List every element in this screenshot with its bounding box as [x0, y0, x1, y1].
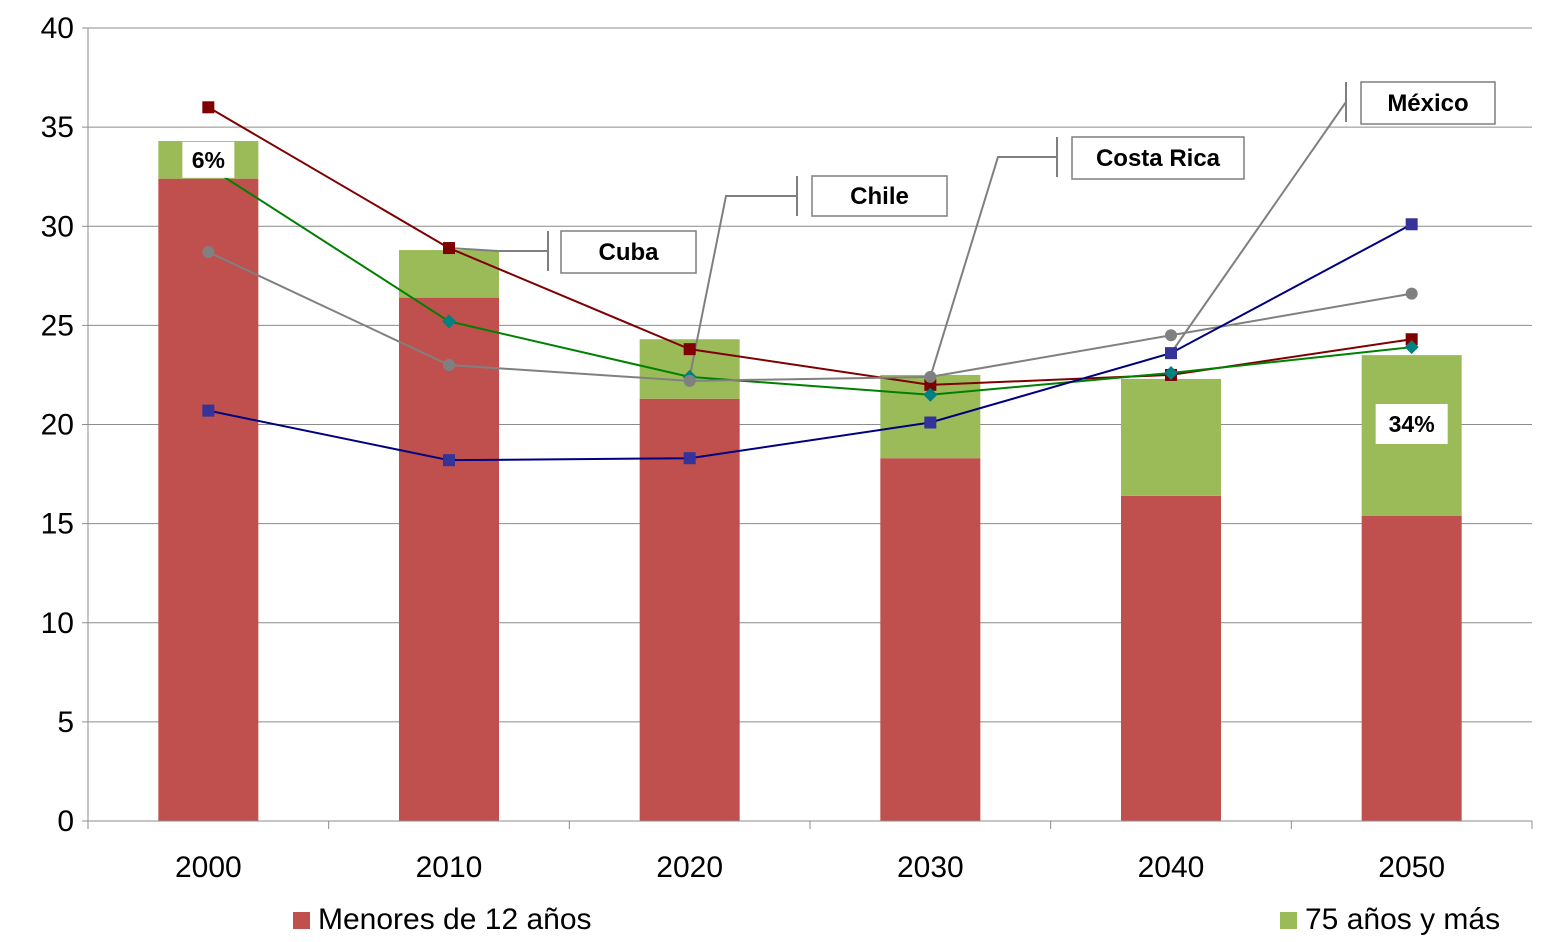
y-tick-label-30: 30 [41, 210, 74, 243]
x-tick-label-2040: 2040 [1138, 851, 1205, 884]
callout-label-costa-rica: Costa Rica [1096, 145, 1221, 172]
legend-item-75-anos: 75 años y más [1280, 903, 1500, 937]
callout-leader-chile [688, 195, 797, 378]
x-tick-label-2020: 2020 [656, 851, 723, 884]
marker-costa-rica-2000 [202, 246, 215, 259]
callout-box-cuba [560, 230, 697, 274]
callout-layer: Cuba Chile Costa Rica México [560, 81, 1496, 274]
marker-mexico-2030 [924, 416, 937, 429]
callout-box-mexico [1360, 81, 1496, 125]
x-tick-label-2010: 2010 [416, 851, 483, 884]
callout-box-chile [811, 175, 948, 217]
marker-mexico-2000 [202, 404, 215, 417]
callout-label-cuba: Cuba [599, 239, 660, 266]
bar-menores-de-12-anos-2040 [1121, 495, 1221, 821]
marker-chile-2010 [442, 314, 456, 329]
axes: 0 5 10 15 20 25 30 35 40 2000 2010 2020 2030 2040 2050 [41, 12, 1533, 884]
y-tick-label-5: 5 [57, 706, 74, 739]
bar-menores-de-12-anos-2000 [158, 178, 259, 822]
annotation-label-2050: 34% [1389, 411, 1435, 437]
marker-mexico-2040 [1165, 347, 1177, 360]
legend-swatch-menores [293, 911, 310, 929]
bar-menores-de-12-anos-2020 [639, 398, 740, 821]
marker-costa-rica-2050 [1405, 287, 1418, 300]
legend-label-75-anos: 75 años y más [1305, 903, 1501, 936]
marker-chile-2040 [1164, 365, 1178, 380]
marker-costa-rica-2040 [1165, 329, 1177, 342]
annotation-box-2050 [1375, 404, 1448, 444]
marker-cuba-2020 [683, 343, 696, 356]
y-tick-label-0: 0 [57, 805, 74, 838]
marker-cuba-2000 [202, 101, 215, 114]
series-line-chile [207, 165, 1412, 396]
callout-leader-costa-rica [929, 156, 1057, 378]
y-tick-label-25: 25 [41, 309, 74, 342]
x-tick-label-2050: 2050 [1378, 851, 1445, 884]
bar-menores-de-12-anos-2030 [880, 458, 981, 821]
series-line-costa-rica [207, 251, 1412, 382]
marker-mexico-2050 [1405, 218, 1418, 231]
callout-leader-cuba [448, 247, 548, 252]
marker-costa-rica-2030 [924, 370, 937, 383]
callout-label-chile: Chile [850, 183, 909, 210]
marker-cuba-2010 [443, 242, 455, 255]
callout-leader-mexico [1170, 101, 1347, 354]
callout-leaders [448, 82, 1347, 378]
marker-costa-rica-2010 [443, 359, 455, 372]
legend-swatch-75-anos [1280, 911, 1297, 929]
marker-chile-2050 [1404, 340, 1419, 355]
bar-menores-de-12-anos-2050 [1361, 515, 1462, 821]
annotation-box-2000 [182, 141, 235, 178]
legend-label-menores: Menores de 12 años [318, 903, 592, 936]
annotation-label-2000: 6% [192, 147, 225, 173]
marker-cuba-2050 [1405, 333, 1418, 346]
callout-label-mexico: México [1387, 90, 1468, 117]
bar-menores-de-12-anos-2010 [399, 297, 499, 821]
gridlines [88, 27, 1532, 723]
marker-mexico-2010 [443, 454, 455, 467]
y-tick-label-15: 15 [41, 508, 74, 541]
series-line-mexico [208, 223, 1413, 462]
marker-chile-2030 [923, 387, 938, 402]
x-tick-label-2030: 2030 [897, 851, 964, 884]
bar-75-anos-y-mas-2040 [1121, 378, 1221, 496]
callout-box-costa-rica [1071, 136, 1245, 180]
marker-costa-rica-2020 [683, 374, 696, 387]
x-tick-label-2000: 2000 [175, 851, 242, 884]
y-tick-label-35: 35 [41, 111, 74, 144]
y-tick-label-10: 10 [41, 607, 74, 640]
bar-layer [158, 141, 1462, 822]
annotation-layer: 6% 34% [182, 141, 1448, 444]
bar-75-anos-y-mas-2010 [399, 250, 499, 298]
marker-mexico-2020 [683, 452, 696, 465]
y-tick-label-40: 40 [41, 12, 74, 45]
y-tick-label-20: 20 [41, 409, 74, 442]
legend-item-menores: Menores de 12 años [293, 903, 592, 937]
